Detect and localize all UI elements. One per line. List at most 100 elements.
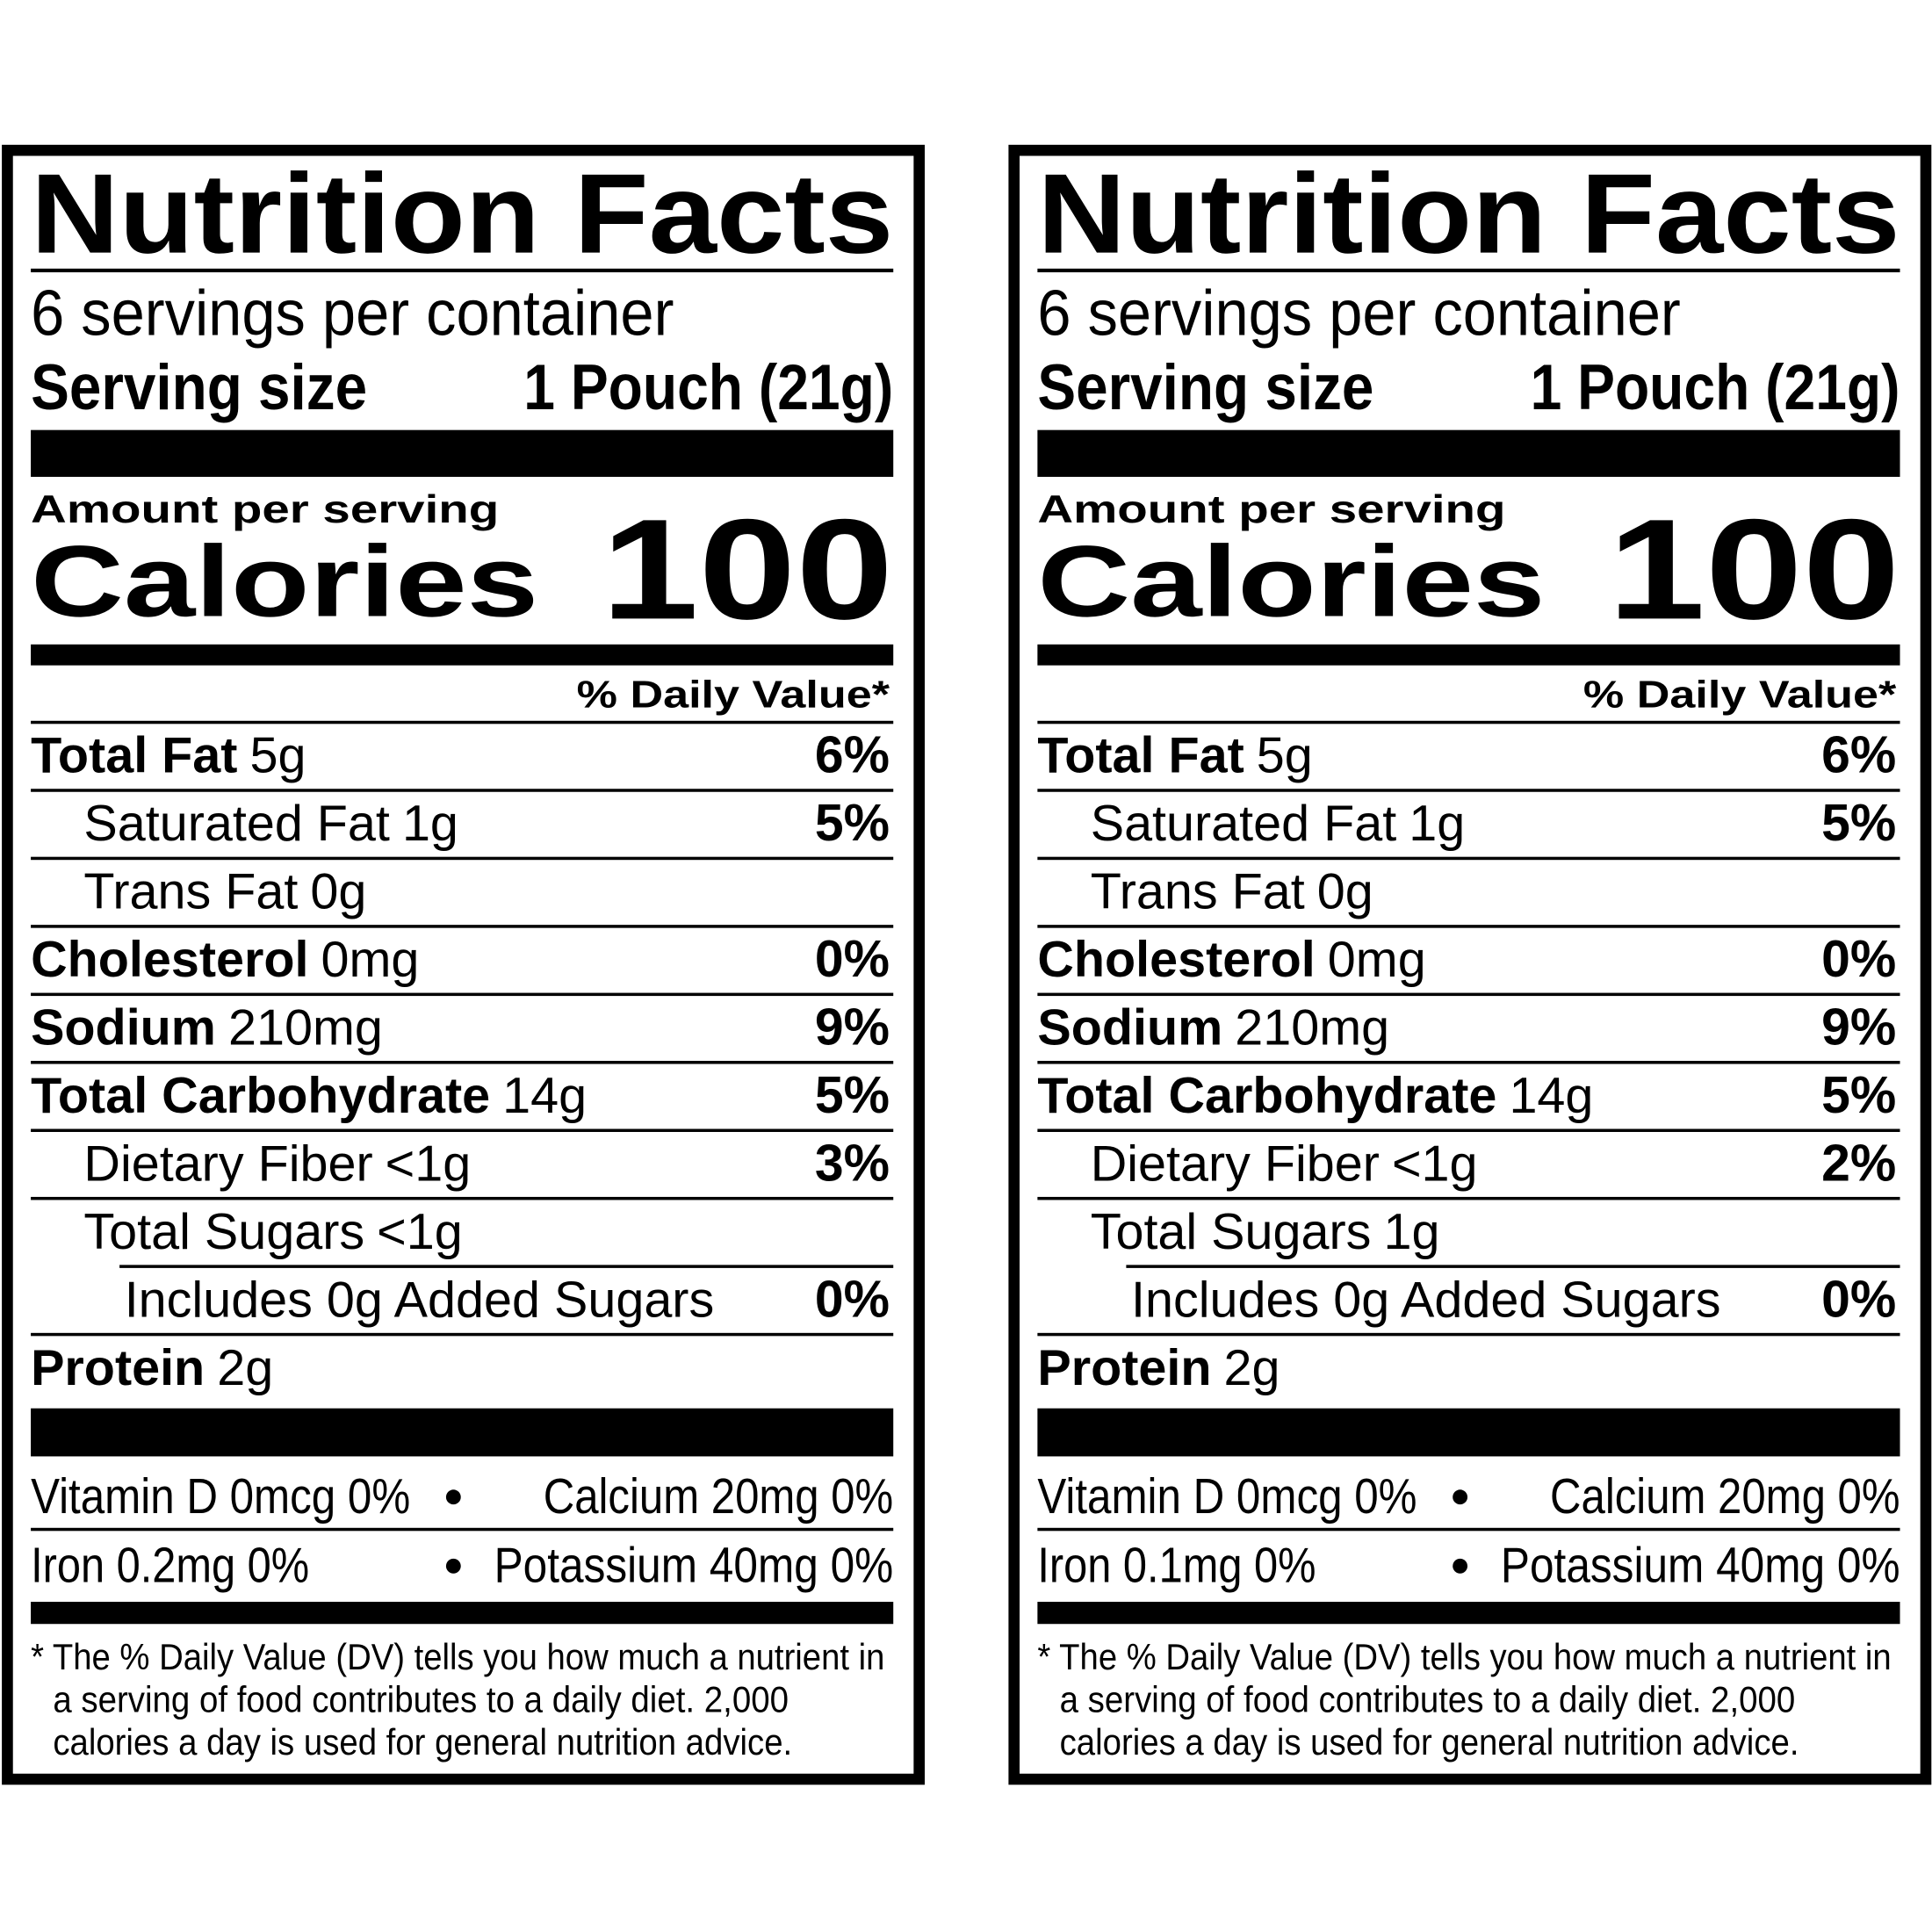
footnote-line: calories a day is used for general nutri… [1060,1721,1799,1763]
nutrient-row: Total Fat 5g [1037,728,1312,784]
nutrient-name: Total Fat [1037,728,1244,784]
nutrient-amount: 1g [402,796,458,852]
rule [31,720,894,724]
nutrient-amount: 0mg [321,932,420,988]
nutrient-amount: 5g [1257,728,1313,784]
nutrient-name: Includes 0g Added Sugars [1131,1272,1721,1328]
nutrient-row: Total Carbohydrate 14g [31,1068,587,1124]
thick-bar [1037,429,1900,477]
footnote-line: * The % Daily Value (DV) tells you how m… [1037,1636,1891,1677]
medium-bar [1037,1601,1900,1625]
nutrient-amount: 2g [1224,1340,1280,1396]
serving-size-label: Serving size [1037,352,1373,423]
nutrient-amount: <1g [1392,1135,1478,1192]
nutrient-amount: 1g [1409,796,1465,852]
nutrient-row: Protein 2g [1037,1340,1280,1396]
nutrient-row: Sodium 210mg [1037,1000,1389,1056]
nutrient-name: Cholesterol [1037,932,1315,988]
label-title: Nutrition Facts [31,151,893,278]
medium-bar [31,1601,894,1625]
rule [31,789,894,792]
nutrient-name: Saturated Fat [83,796,390,852]
serving-size-value: 1 Pouch (21g) [1531,352,1900,423]
serving-size-label: Serving size [31,352,367,423]
medium-bar [1037,644,1900,666]
nutrient-dv: 0% [815,1271,890,1328]
bullet [445,1558,461,1574]
serving-size-value: 1 Pouch (21g) [523,352,893,423]
nutrient-name: Trans Fat [83,864,298,920]
nutrient-name: Total Carbohydrate [1037,1068,1496,1124]
bullet [445,1489,461,1505]
nutrient-row: Dietary Fiber <1g [83,1135,471,1192]
nutrient-dv: 3% [815,1135,890,1192]
rule [1037,1196,1900,1200]
rule [31,268,894,273]
rule [31,1527,894,1532]
nutrient-dv: 6% [1821,727,1896,784]
nutrient-amount: <1g [386,1135,472,1192]
nutrient-dv: 6% [815,727,890,784]
vitamin-right: Calcium 20mg 0% [544,1468,893,1524]
nutrient-amount: 5g [249,728,306,784]
footnote-line: calories a day is used for general nutri… [53,1721,792,1763]
vitamin-left: Iron 0.2mg 0% [31,1538,309,1593]
nutrient-amount: 0g [1317,864,1373,920]
nutrient-dv: 2% [1821,1135,1896,1192]
nutrient-row: Total Sugars <1g [83,1204,462,1260]
bullet [1453,1489,1468,1505]
footnote-line: a serving of food contributes to a daily… [1060,1679,1796,1720]
label-border [1008,144,1932,1785]
calories-label: Calories [31,526,538,638]
rule [31,1196,894,1200]
nutrient-dv: 0% [1821,931,1896,988]
nutrient-name: Includes 0g Added Sugars [125,1272,715,1328]
medium-bar [31,644,894,666]
nutrient-dv: 5% [1821,1067,1896,1124]
nutrient-row: Saturated Fat 1g [1091,796,1466,852]
nutrient-dv: 0% [815,931,890,988]
bullet [1453,1558,1468,1574]
rule [1037,1332,1900,1337]
rule [1037,1061,1900,1064]
thick-bar [31,1408,894,1457]
nutrient-name: Sodium [1037,1000,1222,1056]
rule [1037,856,1900,861]
nutrient-name: Protein [1037,1340,1211,1396]
nutrient-row: Dietary Fiber <1g [1091,1135,1478,1192]
rule [31,856,894,861]
rule [1037,1527,1900,1532]
nutrient-row: Protein 2g [31,1340,273,1396]
label-border [2,144,925,1785]
nutrient-amount: 0g [310,864,366,920]
nutrient-amount: 210mg [228,1000,383,1056]
vitamin-left: Iron 0.1mg 0% [1037,1538,1316,1593]
calories-value: 100 [602,490,894,649]
daily-value-header: % Daily Value* [577,674,890,716]
nutrient-dv: 5% [815,795,890,852]
amount-per-serving: Amount per serving [1037,487,1505,531]
label-title: Nutrition Facts [1037,151,1900,278]
nutrient-row: Saturated Fat 1g [83,796,458,852]
nutrient-row: Trans Fat 0g [1091,864,1373,920]
vitamin-right: Potassium 40mg 0% [1501,1538,1900,1593]
rule [1037,925,1900,928]
nutrient-name: Dietary Fiber [83,1135,372,1192]
rule [31,1061,894,1064]
nutrient-row: Includes 0g Added Sugars [1131,1272,1721,1328]
footnote-line: a serving of food contributes to a daily… [53,1679,789,1720]
servings: 6 servings per container [31,278,674,350]
nutrient-row: Total Carbohydrate 14g [1037,1068,1593,1124]
footnote-line: * The % Daily Value (DV) tells you how m… [31,1636,884,1677]
nutrient-amount: 2g [217,1340,273,1396]
rule [1037,268,1900,273]
servings: 6 servings per container [1037,278,1680,350]
vitamin-left: Vitamin D 0mcg 0% [31,1468,410,1524]
vitamin-right: Calcium 20mg 0% [1550,1468,1900,1524]
nutrient-name: Total Carbohydrate [31,1068,490,1124]
rule [1037,789,1900,792]
daily-value-header: % Daily Value* [1583,674,1896,716]
rule [31,992,894,997]
nutrient-name: Total Sugars [83,1204,364,1260]
nutrient-row: Includes 0g Added Sugars [125,1272,715,1328]
